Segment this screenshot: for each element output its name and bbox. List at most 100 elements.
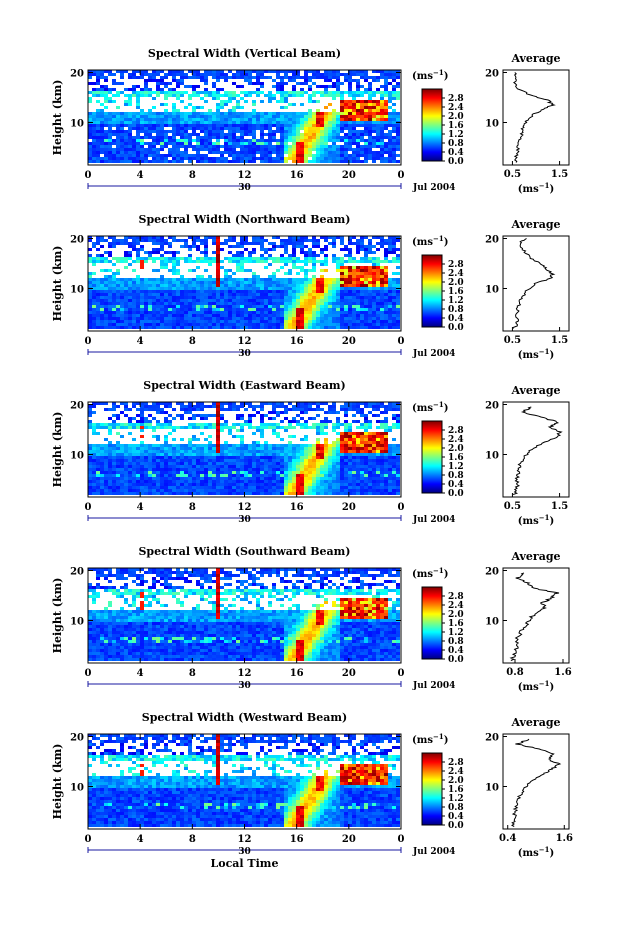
heatmap-cell bbox=[312, 127, 316, 130]
heatmap-cell bbox=[320, 76, 324, 79]
heatmap-cell bbox=[264, 447, 268, 450]
heatmap-cell bbox=[380, 236, 384, 239]
heatmap-cell bbox=[364, 420, 368, 423]
heatmap-cell bbox=[392, 272, 396, 275]
heatmap-cell bbox=[216, 408, 220, 411]
heatmap-cell bbox=[96, 248, 100, 251]
heatmap-cell bbox=[364, 260, 368, 263]
heatmap-cell bbox=[304, 272, 308, 275]
heatmap-cell bbox=[132, 456, 136, 459]
heatmap-cell bbox=[368, 450, 372, 453]
heatmap-cell bbox=[124, 242, 128, 245]
heatmap-cell bbox=[348, 257, 352, 260]
heatmap-cell bbox=[328, 145, 332, 148]
heatmap-cell bbox=[308, 112, 312, 115]
heatmap-cell bbox=[348, 426, 352, 429]
heatmap-cell bbox=[224, 79, 228, 82]
heatmap-cell bbox=[316, 73, 320, 76]
heatmap-cell bbox=[292, 314, 296, 317]
heatmap-cell bbox=[376, 326, 380, 329]
heatmap-cell bbox=[132, 281, 136, 284]
heatmap-cell bbox=[284, 411, 288, 414]
heatmap-cell bbox=[396, 284, 400, 287]
heatmap-cell bbox=[204, 136, 208, 139]
heatmap-cell bbox=[164, 438, 168, 441]
heatmap-cell bbox=[168, 420, 172, 423]
heatmap-cell bbox=[216, 311, 220, 314]
heatmap-cell bbox=[200, 142, 204, 145]
heatmap-cell bbox=[396, 73, 400, 76]
heatmap-cell bbox=[268, 151, 272, 154]
heatmap-cell bbox=[260, 281, 264, 284]
heatmap-cell bbox=[128, 154, 132, 157]
heatmap-cell bbox=[140, 124, 144, 127]
heatmap-cell bbox=[124, 320, 128, 323]
heatmap-cell bbox=[116, 326, 120, 329]
heatmap-cell bbox=[260, 287, 264, 290]
heatmap-cell bbox=[176, 257, 180, 260]
heatmap-cell bbox=[388, 139, 392, 142]
heatmap-cell bbox=[152, 462, 156, 465]
heatmap-cell bbox=[312, 281, 316, 284]
heatmap-cell bbox=[268, 148, 272, 151]
heatmap-cell bbox=[132, 269, 136, 272]
heatmap-cell bbox=[388, 302, 392, 305]
heatmap-cell bbox=[332, 109, 336, 112]
heatmap-cell bbox=[184, 130, 188, 133]
heatmap-cell bbox=[172, 73, 176, 76]
heatmap-cell bbox=[380, 139, 384, 142]
heatmap-cell bbox=[256, 79, 260, 82]
heatmap-cell bbox=[164, 411, 168, 414]
heatmap-cell bbox=[280, 444, 284, 447]
heatmap-cell bbox=[356, 302, 360, 305]
heatmap-cell bbox=[176, 308, 180, 311]
heatmap-cell bbox=[328, 85, 332, 88]
heatmap-cell bbox=[232, 257, 236, 260]
heatmap-cell bbox=[224, 290, 228, 293]
heatmap-cell bbox=[88, 447, 92, 450]
heatmap-cell bbox=[164, 417, 168, 420]
heatmap-cell bbox=[356, 160, 360, 163]
heatmap-cell bbox=[156, 420, 160, 423]
heatmap-cell bbox=[284, 76, 288, 79]
heatmap-cell bbox=[236, 76, 240, 79]
heatmap-cell bbox=[96, 100, 100, 103]
heatmap-cell bbox=[132, 91, 136, 94]
heatmap-cell bbox=[328, 420, 332, 423]
heatmap-cell bbox=[288, 136, 292, 139]
heatmap-cell bbox=[164, 82, 168, 85]
heatmap-cell bbox=[124, 402, 128, 405]
heatmap-cell bbox=[324, 423, 328, 426]
heatmap-cell bbox=[188, 326, 192, 329]
heatmap-cell bbox=[348, 157, 352, 160]
heatmap-cell bbox=[376, 459, 380, 462]
heatmap-cell bbox=[288, 260, 292, 263]
heatmap-cell bbox=[212, 257, 216, 260]
heatmap-cell bbox=[228, 127, 232, 130]
heatmap-cell bbox=[328, 299, 332, 302]
heatmap-cell bbox=[396, 82, 400, 85]
heatmap-cell bbox=[108, 251, 112, 254]
heatmap-cell bbox=[300, 148, 304, 151]
heatmap-cell bbox=[360, 281, 364, 284]
heatmap-cell bbox=[232, 302, 236, 305]
heatmap-cell bbox=[136, 453, 140, 456]
heatmap-cell bbox=[388, 97, 392, 100]
heatmap-cell bbox=[292, 278, 296, 281]
heatmap-cell bbox=[188, 248, 192, 251]
heatmap-cell bbox=[136, 314, 140, 317]
colorbar-tick-label: 2.8 bbox=[448, 94, 464, 104]
heatmap-cell bbox=[256, 76, 260, 79]
heatmap-cell bbox=[124, 311, 128, 314]
heatmap-cell bbox=[252, 441, 256, 444]
heatmap-cell bbox=[324, 124, 328, 127]
heatmap-cell bbox=[152, 311, 156, 314]
heatmap-cell bbox=[136, 456, 140, 459]
heatmap-cell bbox=[136, 317, 140, 320]
heatmap-cell bbox=[372, 447, 376, 450]
heatmap-cell bbox=[372, 260, 376, 263]
panel-1: Spectral Width (Vertical Beam)2010Height… bbox=[51, 47, 570, 195]
heatmap-cell bbox=[376, 420, 380, 423]
heatmap-cell bbox=[204, 447, 208, 450]
heatmap-cell bbox=[148, 284, 152, 287]
